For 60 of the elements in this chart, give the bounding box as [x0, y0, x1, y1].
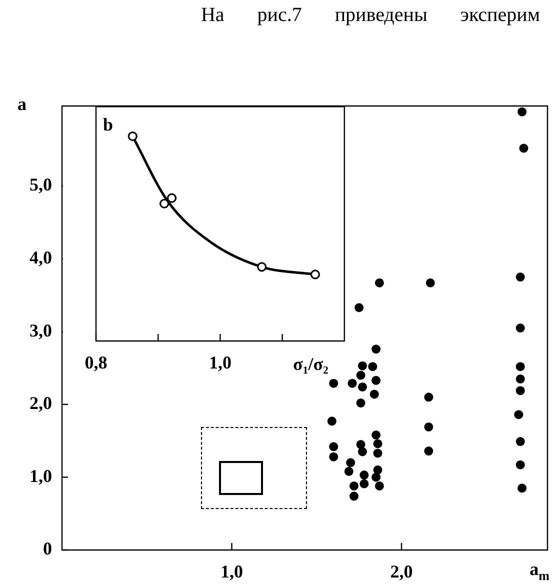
y-tick-label: 1,0 [30, 466, 52, 486]
point [360, 479, 369, 488]
point [128, 131, 138, 142]
point [516, 386, 525, 396]
point [356, 398, 366, 408]
point [516, 374, 525, 384]
point [372, 376, 381, 385]
point [514, 410, 524, 420]
point [356, 440, 366, 449]
point [368, 362, 378, 372]
point [346, 458, 356, 468]
y-axis-title: a [18, 94, 26, 114]
point [374, 278, 384, 288]
point [516, 362, 525, 372]
point [424, 392, 434, 402]
point [329, 442, 338, 452]
point [160, 198, 170, 208]
point [516, 460, 525, 470]
point [373, 465, 382, 474]
point [372, 344, 381, 354]
point [329, 452, 338, 462]
y-tick-label: 3,0 [30, 320, 52, 340]
point [373, 448, 382, 458]
point [370, 390, 379, 399]
point [518, 484, 527, 493]
y-tick-label: 0 [43, 538, 52, 559]
point [358, 361, 367, 370]
x-tick-label: 0,8 [84, 352, 108, 372]
x-axis-title: σ₁/σ₂ [293, 354, 328, 374]
point [518, 107, 527, 116]
point [329, 378, 338, 388]
point [516, 437, 525, 446]
point [519, 144, 528, 153]
point [516, 324, 525, 332]
point [373, 439, 382, 448]
point [349, 481, 358, 490]
point [348, 378, 357, 388]
y-tick-label: 5,0 [30, 174, 52, 195]
point [516, 272, 525, 282]
point [424, 422, 434, 432]
point [166, 193, 177, 203]
point [372, 472, 381, 482]
point [358, 447, 367, 456]
y-tick-label: 2,0 [30, 393, 52, 414]
point [374, 481, 384, 490]
point [372, 430, 381, 440]
point [310, 270, 320, 280]
point [356, 370, 366, 380]
point [349, 492, 358, 501]
point [354, 303, 364, 312]
point [327, 416, 336, 426]
point [426, 278, 435, 288]
point [358, 382, 367, 392]
y-tick-label: 4,0 [30, 248, 52, 268]
text: На рис.7 приведены эксперим [200, 4, 540, 27]
point [257, 262, 267, 272]
point [360, 470, 369, 480]
point [344, 466, 354, 476]
point [424, 446, 434, 456]
chart-title: b [102, 114, 114, 135]
